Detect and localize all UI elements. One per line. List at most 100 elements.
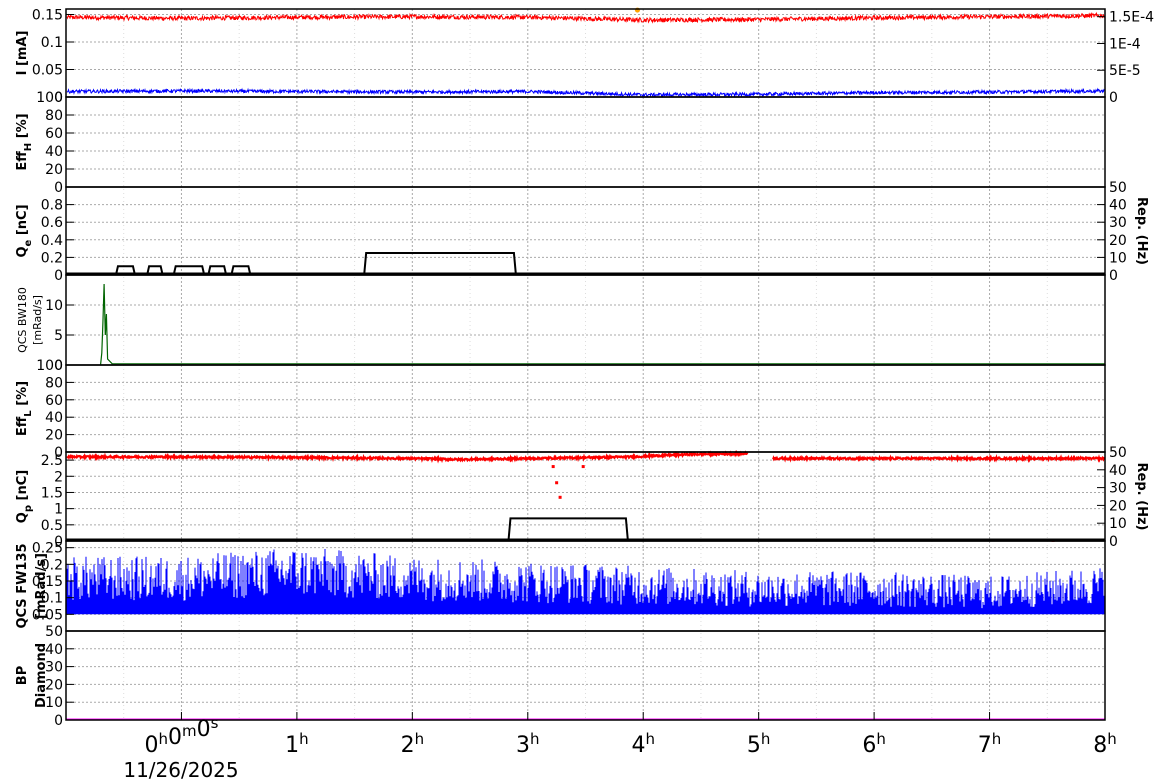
- qcs-bw180-y-tick-label: 0: [54, 358, 63, 374]
- qp-series-line: [66, 449, 1106, 464]
- qe-y2-label: Rep. (Hz): [1134, 197, 1149, 265]
- qe-pulse: [172, 265, 206, 276]
- current-y2-tick-label: 5E-5: [1109, 63, 1141, 79]
- qp-outlier-point: [581, 465, 585, 469]
- x-tick-label: 1h: [285, 730, 309, 758]
- bp-diamond-y-label-2: Diamond: [34, 643, 49, 708]
- qp-y2-tick-label: 30: [1109, 481, 1127, 497]
- data-layer: [66, 7, 1106, 721]
- qp-y-tick-label: 0: [54, 534, 63, 550]
- qp-pulse: [507, 517, 629, 542]
- qcs-fw135-y-label: QCS FW135: [15, 543, 30, 628]
- x-tick-label: 7h: [978, 730, 1002, 758]
- eff-l-y-label: EffL [%]: [15, 381, 34, 436]
- qcs-fw135-y-tick-label: 0.1: [41, 591, 63, 607]
- qe-y2-tick-label: 50: [1109, 180, 1127, 196]
- eff-l-y-tick-label: 0: [54, 445, 63, 461]
- qe-y2-tick-label: 0: [1109, 268, 1118, 284]
- eff-l-frame: [65, 364, 1106, 453]
- bp-diamond-y-label: BP: [15, 666, 30, 685]
- x-tick-label: 2h: [401, 730, 425, 758]
- x-tick-label: 0h0m0s: [144, 714, 218, 758]
- qe-y-tick-label: 0.2: [41, 250, 63, 266]
- eff-h-y-tick-label: 0: [54, 180, 63, 196]
- qe-y-tick-label: 0.6: [41, 215, 63, 231]
- current-y-tick-label: 0.05: [32, 63, 63, 79]
- qcs-fw135-y-tick-label: 0.15: [32, 574, 63, 590]
- current-y-tick-label: 0.1: [41, 35, 63, 51]
- qp-y-label: Qp [nC]: [15, 470, 34, 523]
- qe-pulse: [146, 265, 164, 276]
- qp-y-tick-label: 1: [54, 502, 63, 518]
- qe-y2-tick-label: 40: [1109, 198, 1127, 214]
- qp-y-tick-label: 2.5: [41, 453, 63, 469]
- qcs-fw135-y-label-2: [mRad/s]: [34, 553, 49, 619]
- qp-y2-label: Rep. (Hz): [1134, 463, 1149, 531]
- eff-h-y-tick-label: 100: [36, 90, 63, 106]
- eff-h-y-tick-label: 60: [45, 126, 63, 142]
- current-series-line: [66, 11, 1105, 24]
- qe-y2-tick-label: 20: [1109, 233, 1127, 249]
- qcs-bw180-y-tick-label: 5: [54, 328, 63, 344]
- eff-h-y-tick-label: 20: [45, 162, 63, 178]
- qp-y2-tick-label: 20: [1109, 498, 1127, 514]
- qcs-fw135-series-line: [66, 549, 1105, 615]
- qe-pulse: [207, 265, 228, 276]
- x-tick-label: 8h: [1093, 730, 1117, 758]
- bp-diamond-y-tick-label: 50: [45, 624, 63, 640]
- qp-y-tick-label: 2: [54, 469, 63, 485]
- qcs-bw180-y-label-2: [mRad/s]: [31, 295, 44, 345]
- qcs-bw180-y-tick-label: 10: [45, 298, 63, 314]
- qe-y-label: Qe [nC]: [15, 204, 34, 257]
- qe-y2-tick-label: 30: [1109, 215, 1127, 231]
- qe-pulse: [114, 265, 136, 276]
- eff-h-y-label: EffH [%]: [15, 113, 34, 170]
- qcs-fw135-y-tick-label: 0.05: [32, 607, 63, 623]
- qe-y-tick-label: 0.8: [41, 198, 63, 214]
- eff-h-y-tick-label: 80: [45, 108, 63, 124]
- eff-h-y-tick-label: 40: [45, 144, 63, 160]
- qp-y2-tick-label: 40: [1109, 463, 1127, 479]
- qp-y2-tick-label: 50: [1109, 445, 1127, 461]
- qcs-bw180-frame: [65, 274, 1106, 366]
- current-y2-tick-label: 0: [1109, 90, 1118, 106]
- qe-y-tick-label: 0.4: [41, 233, 63, 249]
- qcs-fw135-y-tick-label: 0.25: [32, 541, 63, 557]
- qe-y2-tick-label: 10: [1109, 250, 1127, 266]
- current-y-tick-label: 0.15: [32, 8, 63, 24]
- eff-l-y-tick-label: 60: [45, 393, 63, 409]
- x-tick-label: 4h: [631, 730, 655, 758]
- qp-y-tick-label: 0.5: [41, 518, 63, 534]
- qcs-bw180-y-label: QCS BW180: [16, 287, 29, 353]
- qe-pulse: [363, 252, 517, 276]
- qe-y-tick-label: 0: [54, 268, 63, 284]
- bp-diamond-y-tick-label: 0: [54, 713, 63, 729]
- x-tick-label: 6h: [862, 730, 886, 758]
- current-y-label: I [mA]: [15, 31, 30, 76]
- current-y2-tick-label: 1.5E-4: [1109, 10, 1154, 26]
- bp-diamond-y-tick-label: 20: [45, 677, 63, 693]
- qp-y-tick-label: 1.5: [41, 485, 63, 501]
- qe-pulse: [230, 265, 252, 276]
- eff-l-y-tick-label: 100: [36, 358, 63, 374]
- qp-y2-tick-label: 0: [1109, 534, 1118, 550]
- qp-y2-tick-label: 10: [1109, 516, 1127, 532]
- current-y-tick-label: 0: [54, 90, 63, 106]
- frame-layer: [65, 8, 1106, 721]
- x-tick-label: 3h: [516, 730, 540, 758]
- current-y2-tick-label: 1E-4: [1109, 36, 1141, 52]
- bp-diamond-frame: [65, 630, 1106, 721]
- eff-l-y-tick-label: 80: [45, 375, 63, 391]
- qcs-bw180-series-line: [100, 283, 1105, 365]
- eff-l-y-tick-label: 40: [45, 410, 63, 426]
- bp-diamond-y-tick-label: 10: [45, 695, 63, 711]
- eff-l-y-tick-label: 20: [45, 428, 63, 444]
- qp-outlier-point: [558, 495, 562, 499]
- bp-diamond-y-tick-label: 30: [45, 660, 63, 676]
- x-tick-label: 5h: [747, 730, 771, 758]
- qp-outlier-point: [551, 465, 555, 469]
- date-label: 11/26/2025: [123, 758, 238, 782]
- current-series-line: [66, 87, 1105, 98]
